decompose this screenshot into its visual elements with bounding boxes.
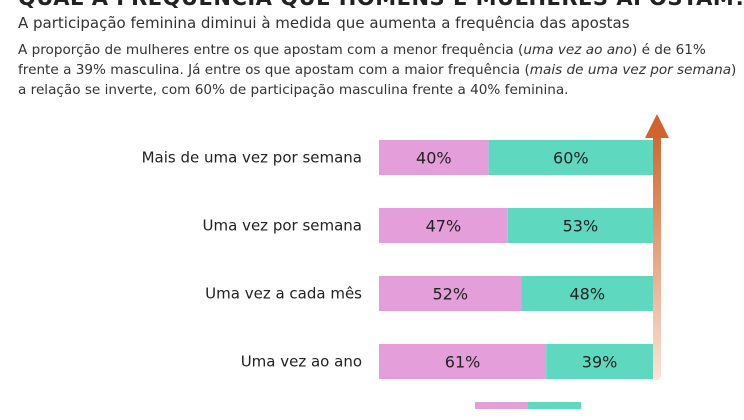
chart-description: A proporção de mulheres entre os que apo… (18, 40, 738, 100)
desc-part: A proporção de mulheres entre os que apo… (18, 42, 524, 58)
legend-swatch (475, 402, 528, 409)
trend-arrow-head (645, 114, 669, 138)
desc-italic: mais de uma vez por semana (529, 62, 732, 78)
bar-segment (379, 140, 489, 175)
data-label: 39% (582, 353, 618, 372)
chart-title: QUAL A FREQUÊNCIA QUE HOMENS E MULHERES … (18, 0, 744, 10)
category-label: Uma vez ao ano (241, 353, 362, 371)
bar-segment (546, 344, 653, 379)
category-label: Uma vez a cada mês (205, 285, 362, 303)
desc-part: ) a relação se inverte, com 60% de parti… (18, 62, 737, 98)
bar-segment (507, 208, 653, 243)
category-label: Mais de uma vez por semana (142, 149, 362, 167)
data-label: 48% (569, 285, 605, 304)
legend-swatch (528, 402, 581, 409)
bar-segment (379, 344, 547, 379)
data-label: 47% (426, 217, 462, 236)
desc-italic: uma vez ao ano (523, 42, 632, 58)
category-label: Uma vez por semana (203, 217, 362, 235)
chart-subtitle: A participação feminina diminui à medida… (18, 14, 630, 32)
bar-segment (379, 276, 522, 311)
desc-part: ) é de 61% frente a 39% masculina. Já en… (18, 42, 706, 78)
trend-arrow-shaft (653, 128, 661, 380)
data-label: 52% (432, 285, 468, 304)
data-label: 53% (563, 217, 599, 236)
bar-segment (379, 208, 508, 243)
data-label: 60% (553, 149, 589, 168)
bar-segment (521, 276, 653, 311)
data-label: 61% (445, 353, 481, 372)
data-label: 40% (416, 149, 452, 168)
bar-segment (488, 140, 653, 175)
